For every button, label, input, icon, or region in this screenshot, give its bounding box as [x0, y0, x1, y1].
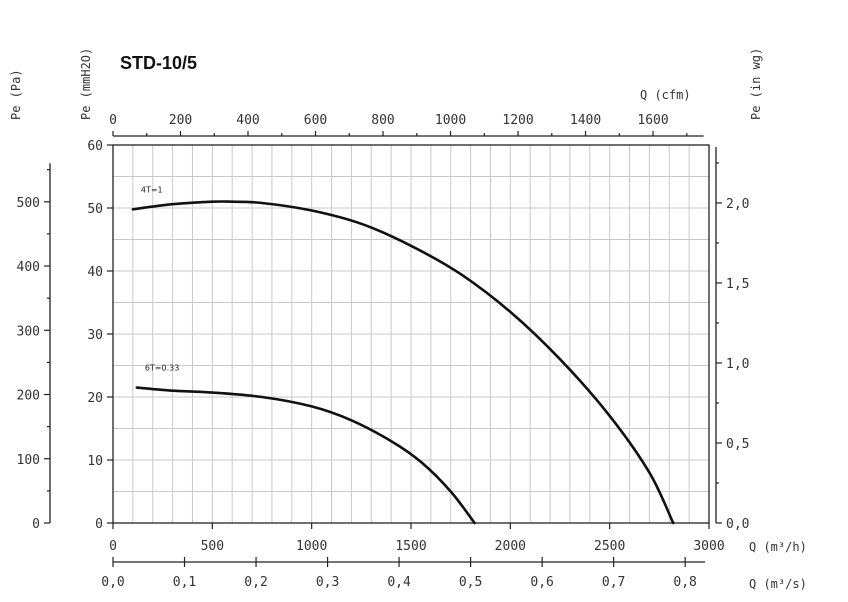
grid [113, 145, 709, 523]
tick-label-inwg: 2,0 [726, 197, 749, 212]
tick-label-cfm: 1000 [435, 113, 466, 128]
y-axis-title-pa: Pe (Pa) [9, 69, 23, 120]
tick-label-m3s: 0,6 [530, 575, 553, 590]
tick-label-pa: 200 [17, 389, 40, 404]
tick-label-m3s: 0,1 [173, 575, 196, 590]
x-axis-title-cfm: Q (cfm) [640, 88, 691, 102]
tick-label-inwg: 1,5 [726, 277, 749, 292]
tick-label-m3s: 0,0 [101, 575, 124, 590]
right-axis-inwg: 0,0 0,5 1,0 1,5 2,0 [715, 146, 749, 532]
tick-label-pa: 100 [17, 453, 40, 468]
tick-label-mmh2o: 40 [87, 265, 103, 280]
series-line-1 [131, 200, 675, 525]
tick-label-mmh2o: 0 [95, 517, 103, 532]
tick-label-m3h: 0 [109, 539, 117, 554]
tick-label-mmh2o: 60 [87, 139, 103, 154]
series: 4T=1 6T=0.33 [131, 185, 675, 525]
tick-label-cfm: 0 [109, 113, 117, 128]
tick-label-cfm: 1200 [502, 113, 533, 128]
tick-label-inwg: 0,0 [726, 517, 749, 532]
bottom-axis-m3s: 0,0 0,1 0,2 0,3 0,4 0,5 0,6 0,7 0,8 [101, 557, 706, 590]
tick-label-m3s: 0,4 [387, 575, 411, 590]
tick-label-m3h: 2500 [594, 539, 625, 554]
bottom-axis-m3h: 0 500 1000 1500 2000 2500 3000 [109, 523, 725, 554]
tick-label-cfm: 1400 [570, 113, 601, 128]
x-axis-title-m3h: Q (m³/h) [749, 540, 807, 554]
tick-label-m3h: 500 [201, 539, 224, 554]
tick-label-m3h: 3000 [693, 539, 724, 554]
tick-label-m3s: 0,2 [244, 575, 267, 590]
series-line-2 [135, 386, 476, 525]
x-axis-title-m3s: Q (m³/s) [749, 577, 807, 591]
tick-label-pa: 400 [17, 260, 40, 275]
tick-label-cfm: 800 [371, 113, 394, 128]
tick-label-m3s: 0,7 [602, 575, 625, 590]
tick-label-pa: 500 [17, 196, 40, 211]
tick-label-m3s: 0,8 [673, 575, 696, 590]
tick-label-pa: 0 [32, 517, 40, 532]
tick-label-m3h: 1500 [395, 539, 426, 554]
tick-label-m3s: 0,3 [316, 575, 339, 590]
tick-label-m3s: 0,5 [459, 575, 482, 590]
left-axis-mmh2o: 0 10 20 30 40 50 60 [87, 139, 113, 532]
tick-label-mmh2o: 50 [87, 202, 103, 217]
tick-label-mmh2o: 30 [87, 328, 103, 343]
top-axis-cfm: 0 200 400 600 800 1000 1200 1400 1600 [109, 113, 704, 137]
tick-label-cfm: 600 [304, 113, 327, 128]
tick-label-cfm: 400 [236, 113, 259, 128]
tick-label-m3h: 1000 [296, 539, 327, 554]
series-label-1: 4T=1 [141, 185, 163, 194]
tick-label-cfm: 200 [169, 113, 192, 128]
tick-label-m3h: 2000 [495, 539, 526, 554]
tick-label-inwg: 1,0 [726, 357, 749, 372]
tick-label-pa: 300 [17, 324, 40, 339]
tick-label-cfm: 1600 [637, 113, 668, 128]
left-axis-pa: 0 100 200 300 400 500 [17, 163, 51, 532]
chart-title: STD-10/5 [120, 53, 197, 73]
tick-label-inwg: 0,5 [726, 437, 749, 452]
y-axis-title-inwg: Pe (in wg) [749, 48, 763, 120]
series-label-2: 6T=0.33 [145, 364, 180, 373]
tick-label-mmh2o: 10 [87, 454, 103, 469]
y-axis-title-mmh2o: Pe (mmH2O) [79, 48, 93, 120]
tick-label-mmh2o: 20 [87, 391, 103, 406]
